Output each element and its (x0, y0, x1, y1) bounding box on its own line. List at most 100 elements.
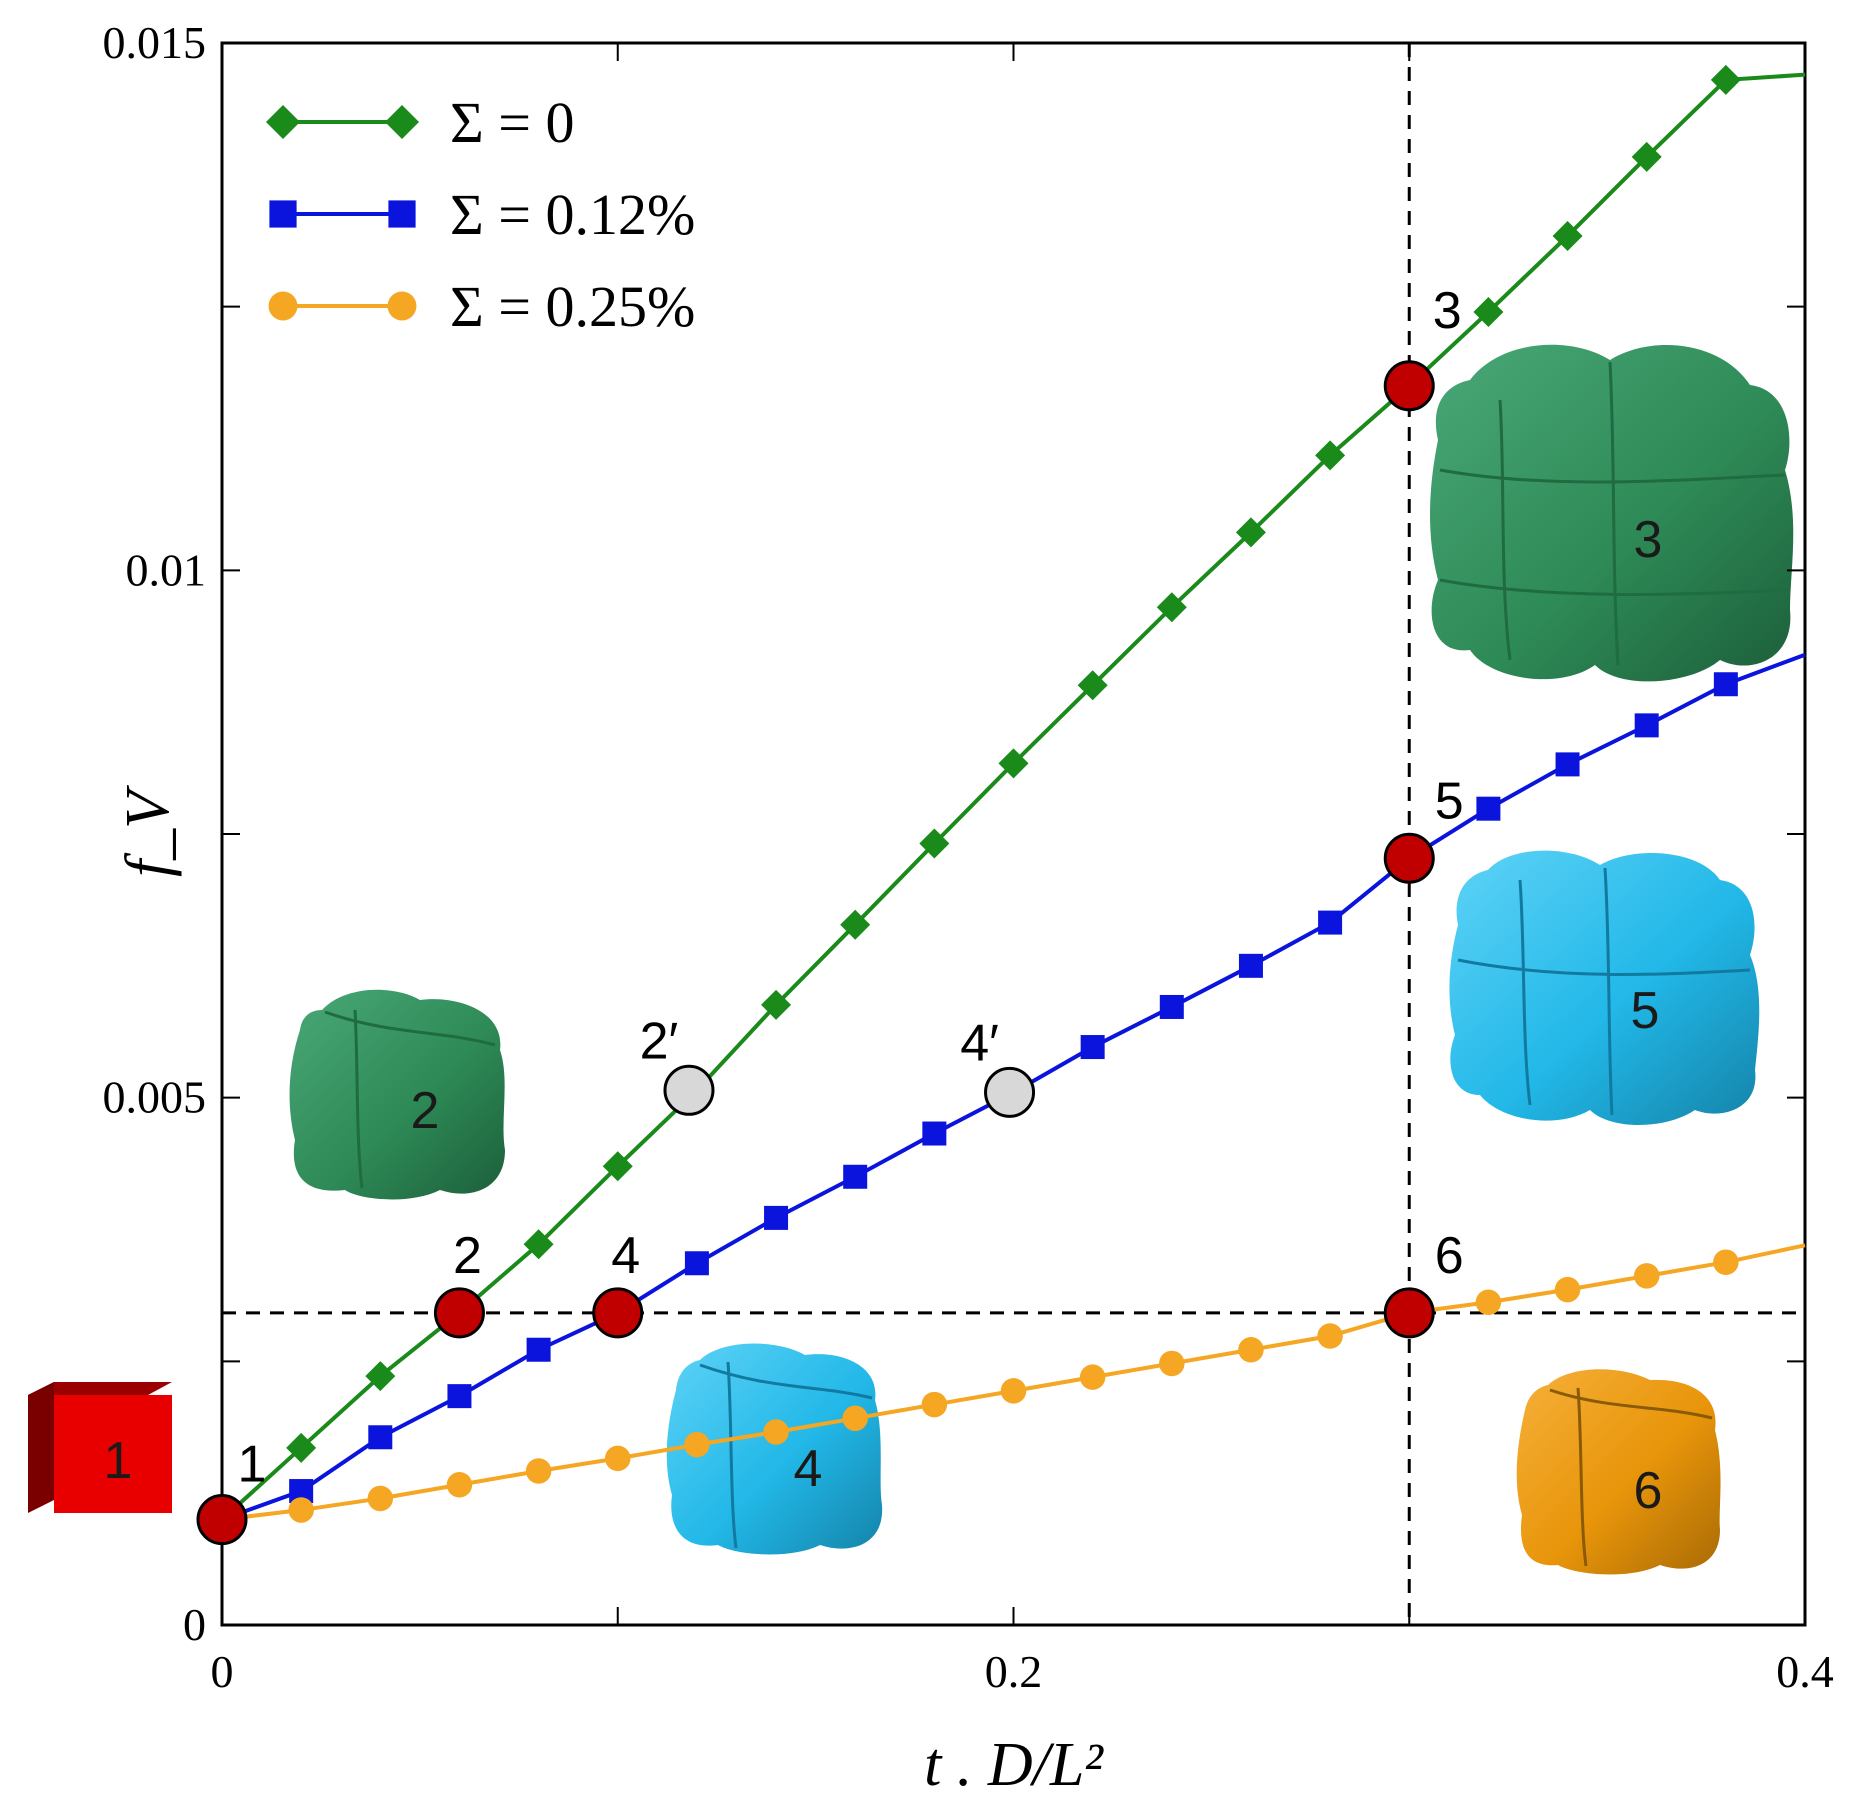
axes: 0 0.2 0.4 0 0.005 0.01 0.015 t . D/L² f_V (103, 17, 1834, 1799)
highlight-point-6 (663, 1064, 715, 1116)
y-tick-label-2: 0.01 (126, 544, 207, 595)
series-2-point-18 (1633, 1263, 1660, 1289)
inset-6: 6 (1516, 1369, 1721, 1575)
series-1-point-19 (1713, 672, 1738, 697)
series-0-point-7 (761, 989, 792, 1020)
legend-label-1: Σ = 0.12% (450, 182, 695, 247)
highlight-point-3 (1383, 360, 1435, 412)
series-2-point-14 (1317, 1323, 1343, 1349)
inset-4: 4 (666, 1343, 883, 1555)
series-2-point-8 (842, 1405, 868, 1432)
x-tick-label-1: 0.2 (985, 1646, 1043, 1697)
series-2-point-12 (1159, 1350, 1185, 1377)
series-2-point-9 (921, 1391, 948, 1418)
series-0-point-18 (1631, 141, 1662, 172)
inset-5-body (1449, 850, 1760, 1125)
series-1-point-2 (368, 1425, 393, 1450)
legend-marker-left-1 (269, 200, 297, 228)
series-2-point-10 (1000, 1378, 1027, 1404)
series-2-point-4 (525, 1458, 552, 1484)
legend-marker-left-0 (266, 105, 300, 139)
series-1-point-17 (1555, 752, 1580, 777)
series-0-point-14 (1315, 440, 1346, 471)
inset-1-cube-front (54, 1395, 172, 1513)
highlight-point-1 (433, 1287, 485, 1339)
series-2-point-6 (684, 1431, 710, 1458)
highlight-point-7 (984, 1066, 1036, 1118)
inset-3-ridge (1439, 361, 1791, 666)
highlight-point-4 (1383, 832, 1435, 884)
series-0-point-13 (1235, 517, 1266, 548)
legend-marker-right-0 (385, 105, 419, 139)
y-tick-label-0: 0 (183, 1599, 206, 1650)
series-1-point-14 (1318, 910, 1343, 935)
series-0-point-2 (365, 1361, 396, 1392)
highlight-label-6: 2′ (640, 1012, 679, 1070)
inset-2-body (289, 989, 505, 1200)
inset-label-3: 3 (1634, 511, 1663, 569)
series-2-point-5 (605, 1445, 631, 1472)
series-0-point-16 (1473, 296, 1504, 327)
highlight-point-5 (1383, 1287, 1435, 1339)
x-axis-title: t . D/L² (924, 1731, 1104, 1799)
series-1-point-16 (1476, 796, 1501, 821)
series-0-point-17 (1552, 221, 1583, 252)
inset-4-ridge (699, 1361, 873, 1549)
inset-label-1: 1 (104, 1432, 133, 1490)
insets: 1 2 3 4 5 6 (28, 344, 1794, 1575)
series-0-point-11 (1077, 670, 1108, 701)
inset-1-cube-top (28, 1382, 172, 1395)
highlight-label-2: 4 (611, 1227, 640, 1285)
inset-label-4: 4 (794, 1440, 823, 1498)
series-2-point-16 (1475, 1289, 1502, 1316)
highlight-point-0 (196, 1494, 248, 1546)
inset-1-cube-side (28, 1382, 54, 1513)
highlight-label-5: 6 (1435, 1227, 1464, 1285)
series-1-point-6 (684, 1251, 709, 1276)
series-1-point-12 (1159, 994, 1184, 1019)
series-0-point-5 (602, 1151, 633, 1182)
series-1-point-9 (922, 1121, 947, 1146)
highlight-label-1: 2 (453, 1227, 482, 1285)
inset-label-6: 6 (1634, 1462, 1663, 1520)
series-1-point-8 (843, 1164, 868, 1189)
series-0 (220, 64, 1806, 1522)
series-1-point-11 (1080, 1035, 1105, 1060)
legend-marker-right-2 (387, 291, 417, 321)
series-0-point-4 (523, 1229, 554, 1260)
highlight-label-0: 1 (238, 1436, 267, 1494)
series-1-point-13 (1238, 953, 1263, 978)
highlight-point-2 (592, 1287, 644, 1339)
highlight-label-4: 5 (1435, 772, 1464, 830)
inset-label-2: 2 (411, 1082, 440, 1140)
series-1-point-3 (447, 1384, 472, 1409)
inset-3: 3 (1430, 344, 1794, 682)
legend-marker-left-2 (268, 291, 298, 321)
legend-label-2: Σ = 0.25% (450, 274, 695, 339)
series-1-point-7 (764, 1205, 789, 1230)
series-2-point-3 (446, 1471, 473, 1498)
series-0-point-8 (840, 909, 871, 940)
inset-1: 1 (28, 1382, 172, 1513)
inset-4-body (666, 1343, 883, 1555)
y-axis-title: f_V (114, 785, 182, 877)
y-tick-label-3: 0.015 (103, 17, 207, 68)
inset-5-ridge (1457, 867, 1751, 1116)
series-0-point-9 (919, 828, 950, 859)
highlight-label-7: 4′ (960, 1014, 999, 1072)
series-0-point-1 (286, 1432, 317, 1463)
x-tick-label-0: 0 (211, 1646, 234, 1697)
y-tick-label-1: 0.005 (103, 1072, 207, 1123)
inset-6-body (1516, 1369, 1721, 1575)
inset-2-ridge (324, 1009, 496, 1189)
series-2-point-11 (1079, 1364, 1106, 1390)
series-2-point-13 (1238, 1336, 1264, 1363)
series-2-point-19 (1713, 1249, 1739, 1275)
series-2-point-17 (1554, 1276, 1581, 1303)
legend-label-0: Σ = 0 (450, 90, 574, 155)
series-0-point-12 (1156, 592, 1187, 623)
x-tick-label-2: 0.4 (1776, 1646, 1834, 1697)
series-1-point-4 (526, 1337, 551, 1362)
series-2-point-7 (763, 1419, 789, 1445)
